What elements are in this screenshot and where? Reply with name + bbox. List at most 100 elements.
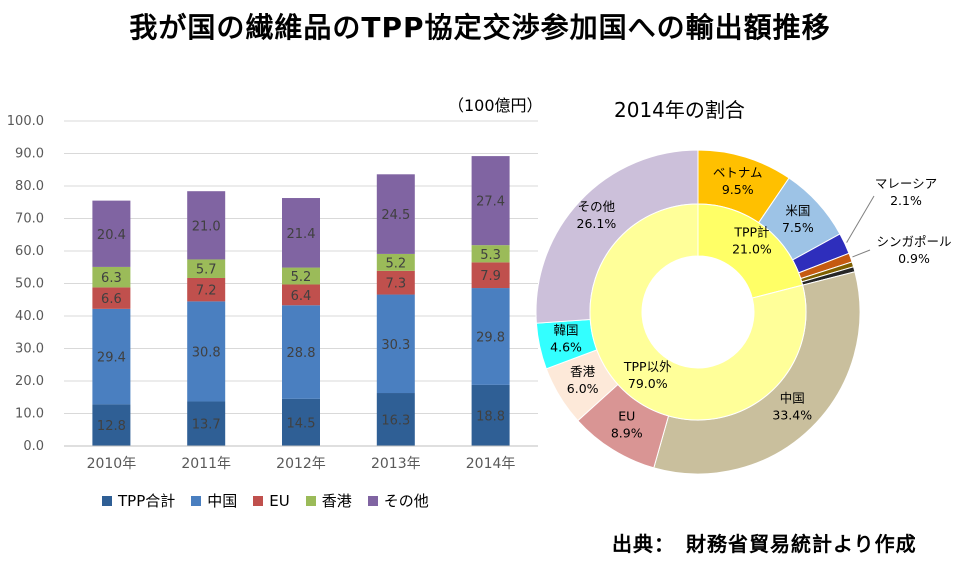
donut-percent-label: 8.9% [611,426,643,441]
bar-segment [376,174,415,254]
donut-category-label: その他 [578,199,616,214]
donut-category-label: シンガポール [876,234,951,249]
bar-data-label: 29.4 [97,351,126,366]
donut-percent-label: 79.0% [628,376,668,391]
bar-legend: TPP合計 中国 EU 香港 その他 [102,490,445,511]
donut-percent-label: 33.4% [772,408,812,423]
bar-segment [376,270,415,295]
callout-leader-line [846,195,875,243]
bar-segment [282,305,320,399]
y-tick-label: 90.0 [15,147,44,162]
bar-data-label: 30.8 [192,345,221,360]
bar-segment [92,287,131,309]
bar-segment [282,284,320,306]
bar-segment [282,267,320,285]
legend-label: TPP合計 [118,492,176,510]
x-tick-label: 2010年 [87,456,137,472]
bar-data-label: 14.5 [287,416,316,431]
legend-label: EU [269,491,290,510]
bar-segment [187,191,226,260]
legend-item: その他 [367,490,429,511]
legend-label: 香港 [321,492,352,510]
bar-data-label: 5.2 [385,256,406,271]
bar-segment [471,288,510,385]
donut-percent-label: 0.9% [898,251,930,266]
bar-data-label: 5.7 [196,263,217,278]
legend-swatch [367,495,378,506]
y-tick-label: 70.0 [15,212,44,227]
donut-category-label: 香港 [570,364,596,379]
bar-data-label: 16.3 [381,414,410,429]
legend-item: EU [253,490,290,511]
donut-slice [697,203,804,299]
donut-category-label: TPP以外 [623,359,672,374]
bar-segment [471,245,510,263]
y-tick-label: 100.0 [7,114,44,129]
bar-data-label: 20.4 [97,228,126,243]
legend-swatch [191,495,202,506]
bar-segment [92,404,131,446]
bar-segment [187,259,226,278]
y-tick-label: 80.0 [15,179,44,194]
x-tick-label: 2012年 [276,456,326,472]
bar-segment [376,294,415,394]
legend-swatch [305,495,316,506]
bar-data-label: 27.4 [476,195,505,210]
bar-data-label: 6.4 [291,289,312,304]
donut-category-label: マレーシア [875,176,937,191]
bar-segment [282,398,320,446]
y-tick-label: 60.0 [15,244,44,259]
legend-item: TPP合計 [102,490,175,511]
bar-data-label: 30.3 [381,338,410,353]
donut-percent-label: 26.1% [577,216,617,231]
donut-slice [589,203,807,421]
x-tick-label: 2013年 [371,456,421,472]
bar-data-label: 21.4 [287,227,316,242]
donut-percent-label: 21.0% [732,241,772,256]
bar-segment [471,262,510,289]
bar-data-label: 5.3 [480,248,501,263]
bar-segment [282,198,320,268]
chart-title: 我が国の繊維品のTPP協定交渉参加国への輸出額推移 [129,11,831,44]
bar-segment [471,156,510,246]
y-tick-label: 20.0 [15,374,44,389]
y-tick-label: 0.0 [23,439,44,454]
bar-data-label: 29.8 [476,330,505,345]
donut-category-label: TPP計 [733,224,769,239]
unit-label: （100億円） [448,96,543,115]
bar-segment [471,384,510,446]
pie-title: 2014年の割合 [614,98,745,122]
bar-segment [376,393,415,446]
y-tick-label: 40.0 [15,309,44,324]
bar-data-label: 7.3 [385,277,406,292]
donut-percent-label: 7.5% [782,220,814,235]
donut-percent-label: 2.1% [890,193,922,208]
bar-data-label: 6.3 [101,271,122,286]
legend-swatch [102,495,112,506]
donut-category-label: 米国 [785,203,810,218]
x-tick-label: 2014年 [466,456,516,472]
legend-item: 香港 [305,490,352,511]
bar-segment [376,253,415,271]
x-tick-label: 2011年 [181,456,231,472]
bar-segment [187,277,226,302]
legend-label: 中国 [207,492,238,510]
bar-segment [92,200,131,267]
bar-segment [187,301,226,402]
bar-segment [92,266,131,288]
donut-category-label: EU [618,409,635,424]
bar-data-label: 18.8 [476,409,505,424]
y-tick-label: 10.0 [15,407,44,422]
bar-data-label: 24.5 [381,208,410,223]
legend-label: その他 [383,492,429,510]
bar-data-label: 12.8 [97,419,126,434]
donut-percent-label: 6.0% [567,381,599,396]
source-note: 出典： 財務省貿易統計より作成 [612,532,917,556]
bar-data-label: 6.6 [101,292,122,307]
legend-item: 中国 [191,490,237,511]
donut-category-label: ベトナム [713,165,763,180]
bar-segment [187,401,226,446]
bar-data-label: 13.7 [192,418,221,433]
